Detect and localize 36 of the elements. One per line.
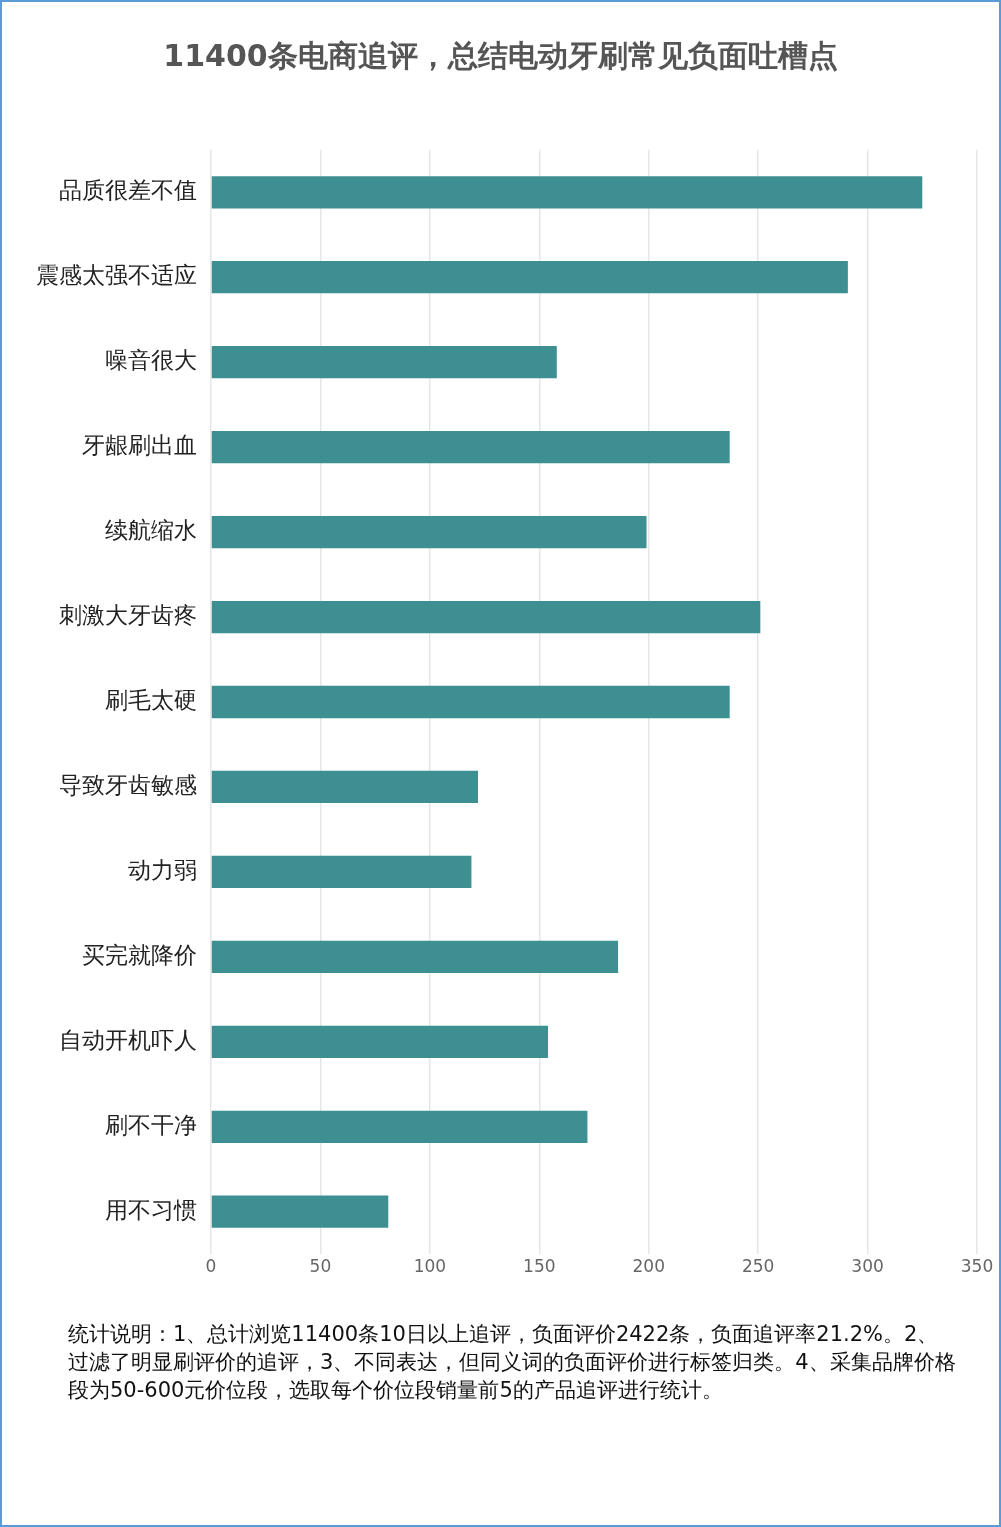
bar (211, 346, 557, 379)
y-tick-label: 买完就降价 (82, 941, 197, 968)
y-tick-label: 噪音很大 (105, 347, 197, 374)
bar (211, 855, 472, 889)
text: 统计说明：1、总计浏览11400条10日以上追评，负面评价2422条，负面追评率21.2%。2、过滤了明显刷评价的追评，3、不同表达，但同义词的负面评价进行标签归类。4、采集品牌价格段为50-600元价位段，选取每个价位段销量前5的产品追评进行统计。 (68, 1321, 957, 1404)
bar (211, 940, 619, 973)
x-tick-label: 300 (851, 1255, 884, 1276)
y-tick-label: 导致牙齿敏感 (59, 771, 197, 798)
y-tick-label: 续航缩水 (105, 517, 197, 544)
bar (211, 515, 647, 549)
x-tick-label: 0 (205, 1255, 217, 1276)
y-tick-label: 刷毛太硬 (105, 686, 197, 713)
y-tick-label: 动力弱 (128, 856, 197, 883)
y-tick-label: 品质很差不值 (59, 177, 197, 204)
x-tick-label: 50 (309, 1255, 332, 1276)
bar (211, 1025, 549, 1058)
bar (211, 1110, 588, 1143)
y-tick-label: 刺激大牙齿疼 (59, 602, 197, 629)
y-tick-label: 刷不干净 (105, 1111, 197, 1138)
chart-title: 11400条电商追评，总结电动牙刷常见负面吐槽点 (162, 37, 839, 75)
bar (211, 261, 848, 294)
x-tick-label: 100 (413, 1255, 447, 1276)
y-tick-label: 自动开机吓人 (59, 1026, 197, 1053)
bar (211, 431, 730, 464)
y-tick-label: 用不习惯 (105, 1196, 197, 1223)
bar (211, 600, 761, 634)
x-tick-label: 150 (523, 1255, 556, 1276)
y-tick-label: 震感太强不适应 (36, 262, 197, 289)
bar (211, 685, 730, 719)
x-tick-label: 350 (960, 1255, 994, 1276)
bar (211, 1195, 389, 1228)
bar (211, 770, 479, 804)
x-tick-label: 200 (632, 1255, 665, 1276)
bar (211, 176, 923, 209)
x-tick-label: 250 (741, 1255, 775, 1276)
y-tick-label: 牙龈刷出血 (82, 432, 197, 459)
